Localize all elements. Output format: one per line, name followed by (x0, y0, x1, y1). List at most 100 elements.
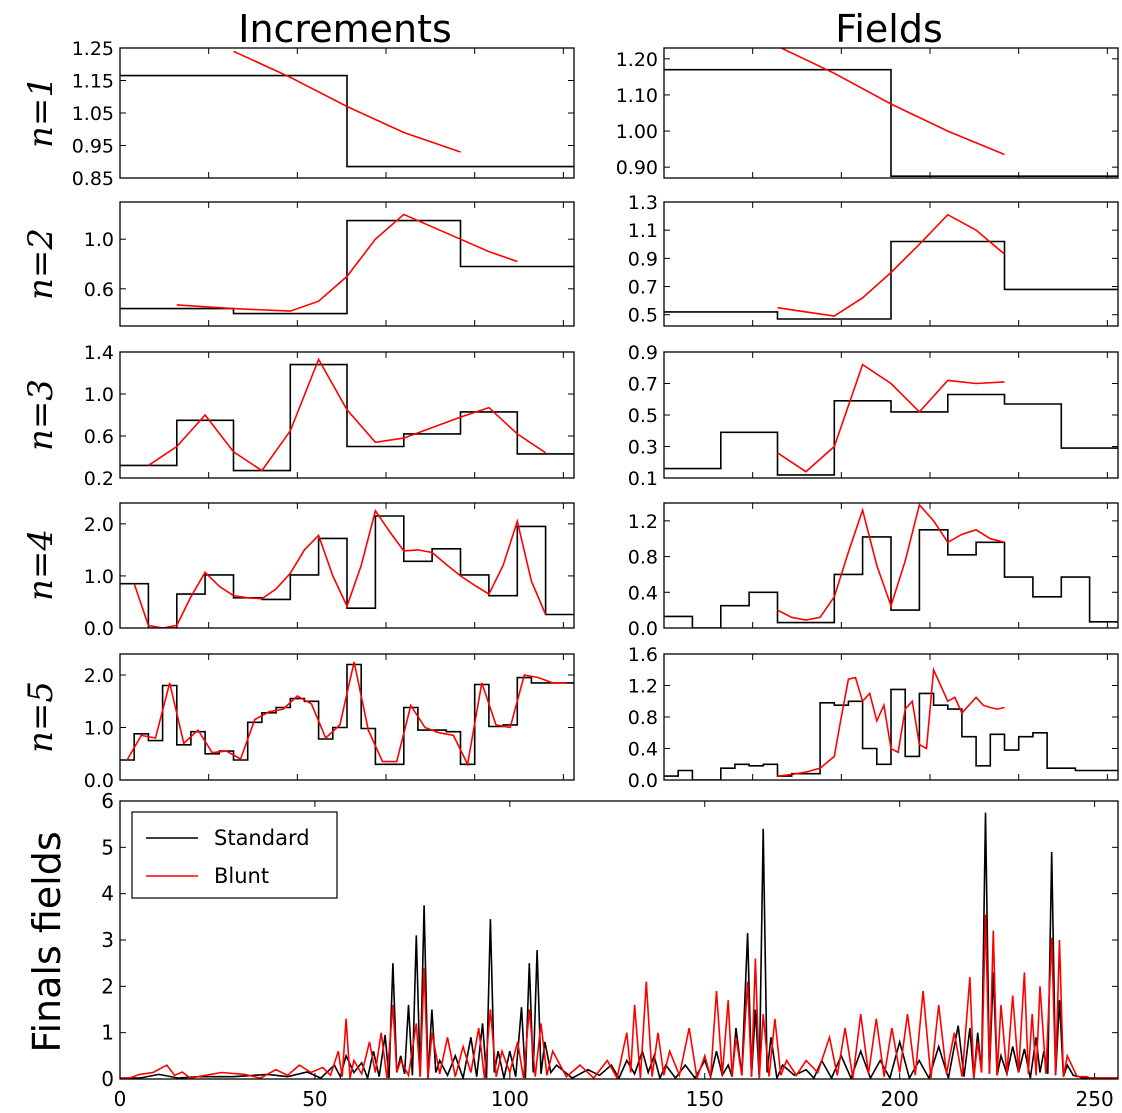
panel-final: 0 1 2 3 4 5 6 0 50 100 150 200 250 (101, 789, 1119, 1111)
frame-inc5 (119, 653, 575, 781)
ytick-label-inc4: 2.0 (84, 514, 114, 536)
ytick-label-fld2: 1.1 (628, 220, 658, 242)
series-fld5-blunt (777, 666, 1005, 777)
ytick-label-fld1: 1.00 (616, 121, 658, 143)
series-inc4-blunt (133, 508, 547, 628)
ytick-label-fld2: 0.9 (628, 248, 658, 270)
ytick-label-inc3: 0.6 (84, 426, 114, 448)
ytick-label-fld3: 0.5 (628, 405, 658, 427)
ytick-label-final: 5 (101, 835, 114, 859)
ytick-label-final: 6 (101, 789, 114, 813)
panel-inc2: 1.0 0.6 (84, 201, 575, 327)
series-inc4-standard (120, 515, 574, 628)
frame-inc3 (119, 351, 575, 479)
series-fld1-standard (664, 68, 1118, 177)
panel-fld1: 1.20 1.10 1.00 0.90 (616, 47, 1119, 179)
ytick-label-fld4: 1.2 (628, 511, 658, 533)
frame-fld4 (663, 502, 1119, 629)
row-label-n5: n=5 (21, 681, 61, 753)
series-inc3-standard (120, 363, 574, 472)
plot-area-fld2 (664, 213, 1118, 320)
plot-area-inc1 (120, 50, 574, 168)
ytick-label-final: 4 (101, 882, 114, 906)
xtick-label-final: 100 (491, 1087, 529, 1111)
ytick-label-fld4: 0.4 (628, 582, 658, 604)
ytick-label-final: 3 (101, 928, 114, 952)
frame-fld3 (663, 351, 1119, 479)
frame-inc2 (119, 201, 575, 327)
ytick-label-fld2: 1.3 (628, 192, 658, 214)
ytick-label-inc2: 0.6 (84, 279, 114, 301)
panel-inc3: 1.4 1.0 0.6 0.2 (84, 342, 575, 490)
panel-fld2: 1.3 1.1 0.9 0.7 0.5 (628, 192, 1119, 327)
series-fld3-blunt (777, 363, 1005, 473)
plot-area-fld3 (664, 363, 1118, 476)
plot-area-final (120, 812, 1118, 1079)
ytick-label-inc1: 1.25 (72, 38, 114, 60)
ytick-label-inc1: 1.05 (72, 103, 114, 125)
plot-area-fld1 (664, 48, 1118, 177)
row-label-n4: n=4 (21, 529, 61, 601)
series-fld1-blunt (779, 48, 1005, 156)
ytick-label-fld3: 0.1 (628, 468, 658, 490)
ytick-label-inc5: 1.0 (84, 718, 114, 740)
xtick-label-final: 250 (1076, 1087, 1114, 1111)
ytick-label-fld5: 1.2 (628, 676, 658, 698)
panel-fld5: 1.6 1.2 0.8 0.4 0.0 (628, 644, 1119, 792)
ytick-label-inc1: 1.15 (72, 71, 114, 93)
xtick-label-final: 50 (302, 1087, 327, 1111)
series-inc3-blunt (147, 357, 547, 472)
series-fld2-blunt (777, 213, 1006, 317)
legend-blunt-label: Blunt (214, 864, 269, 888)
ytick-label-fld4: 0.8 (628, 547, 658, 569)
panel-fld3: 0.9 0.7 0.5 0.3 0.1 (628, 342, 1119, 490)
series-inc5-standard (120, 663, 574, 766)
panel-fld4: 1.2 0.8 0.4 0.0 (628, 502, 1119, 640)
ytick-label-inc4: 0.0 (84, 618, 114, 640)
ytick-label-inc5: 2.0 (84, 665, 114, 687)
ytick-label-final: 2 (101, 974, 114, 998)
ytick-label-final: 0 (101, 1067, 114, 1091)
ytick-label-inc3: 1.0 (84, 384, 114, 406)
series-inc1-standard (120, 74, 574, 168)
ytick-label-fld5: 0.4 (628, 739, 658, 761)
column-title-increments: Increments (238, 7, 452, 51)
series-fld3-standard (664, 393, 1118, 476)
legend: Standard Blunt (131, 811, 338, 899)
plot-area-fld4 (664, 503, 1118, 628)
series-inc5-blunt (126, 661, 567, 767)
ytick-label-inc3: 0.2 (84, 468, 114, 490)
series-fld5-standard (664, 688, 1118, 780)
ytick-label-final: 1 (101, 1021, 114, 1045)
panels: 1.251.151.050.950.851.201.101.000.901.00… (72, 38, 1119, 1111)
ytick-label-inc1: 0.85 (72, 168, 114, 190)
ytick-label-fld5: 0.0 (628, 770, 658, 792)
row-label-n2: n=2 (21, 228, 61, 300)
ytick-label-inc4: 1.0 (84, 566, 114, 588)
panel-inc1: 1.25 1.15 1.05 0.95 0.85 (72, 38, 575, 190)
ytick-label-fld1: 1.20 (616, 49, 658, 71)
plot-area-inc5 (120, 661, 574, 767)
ytick-label-fld3: 0.9 (628, 342, 658, 364)
ytick-label-fld5: 0.8 (628, 707, 658, 729)
series-final-blunt (120, 914, 1118, 1079)
ytick-label-fld5: 1.6 (628, 644, 658, 666)
frame-fld2 (663, 201, 1119, 327)
series-fld2-standard (664, 240, 1118, 320)
legend-standard-label: Standard (214, 826, 310, 850)
panel-inc4: 2.0 1.0 0.0 (84, 502, 575, 640)
legend-box (131, 811, 338, 899)
ytick-label-fld3: 0.7 (628, 374, 658, 396)
xtick-label-final: 0 (114, 1087, 127, 1111)
series-inc2-standard (120, 219, 574, 315)
xtick-label-final: 200 (881, 1087, 919, 1111)
series-fld4-standard (664, 528, 1118, 628)
plot-area-fld5 (664, 666, 1118, 780)
row-label-n1: n=1 (21, 76, 61, 148)
plot-area-inc4 (120, 508, 574, 628)
plot-area-inc3 (120, 357, 574, 472)
panel-inc5: 2.0 1.0 0.0 (84, 653, 575, 792)
ytick-label-inc5: 0.0 (84, 770, 114, 792)
plot-area-inc2 (120, 213, 574, 315)
xtick-label-final: 150 (686, 1087, 724, 1111)
